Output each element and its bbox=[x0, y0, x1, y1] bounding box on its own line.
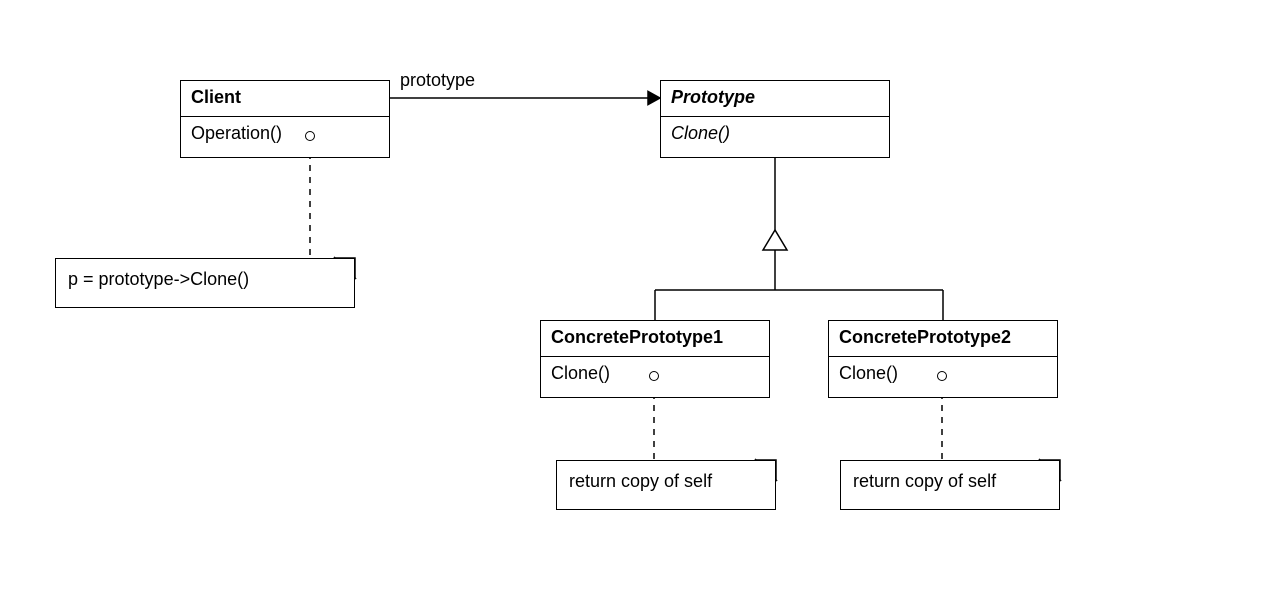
class-client-method: Operation() bbox=[191, 123, 282, 143]
note-anchor-icon bbox=[649, 371, 659, 381]
note-concrete-2-text: return copy of self bbox=[853, 471, 996, 491]
note-concrete-1: return copy of self bbox=[556, 460, 776, 510]
class-concrete-prototype-2: ConcretePrototype2 Clone() bbox=[828, 320, 1058, 398]
class-prototype-method: Clone() bbox=[671, 123, 730, 143]
note-concrete-1-text: return copy of self bbox=[569, 471, 712, 491]
class-client-body: Operation() bbox=[181, 117, 389, 157]
class-prototype: Prototype Clone() bbox=[660, 80, 890, 158]
class-concrete-prototype-1: ConcretePrototype1 Clone() bbox=[540, 320, 770, 398]
class-prototype-body: Clone() bbox=[661, 117, 889, 157]
class-concrete-prototype-1-method: Clone() bbox=[551, 363, 610, 383]
note-concrete-2: return copy of self bbox=[840, 460, 1060, 510]
note-client-text: p = prototype->Clone() bbox=[68, 269, 249, 289]
class-concrete-prototype-2-title: ConcretePrototype2 bbox=[829, 321, 1057, 357]
class-client: Client Operation() bbox=[180, 80, 390, 158]
note-client-operation: p = prototype->Clone() bbox=[55, 258, 355, 308]
class-prototype-title: Prototype bbox=[661, 81, 889, 117]
note-anchor-icon bbox=[305, 131, 315, 141]
class-concrete-prototype-1-title: ConcretePrototype1 bbox=[541, 321, 769, 357]
note-anchor-icon bbox=[937, 371, 947, 381]
diagram-stage: Client Operation() Prototype Clone() Con… bbox=[0, 0, 1262, 614]
class-client-title: Client bbox=[181, 81, 389, 117]
class-concrete-prototype-2-method: Clone() bbox=[839, 363, 898, 383]
association-label-prototype: prototype bbox=[400, 70, 475, 91]
